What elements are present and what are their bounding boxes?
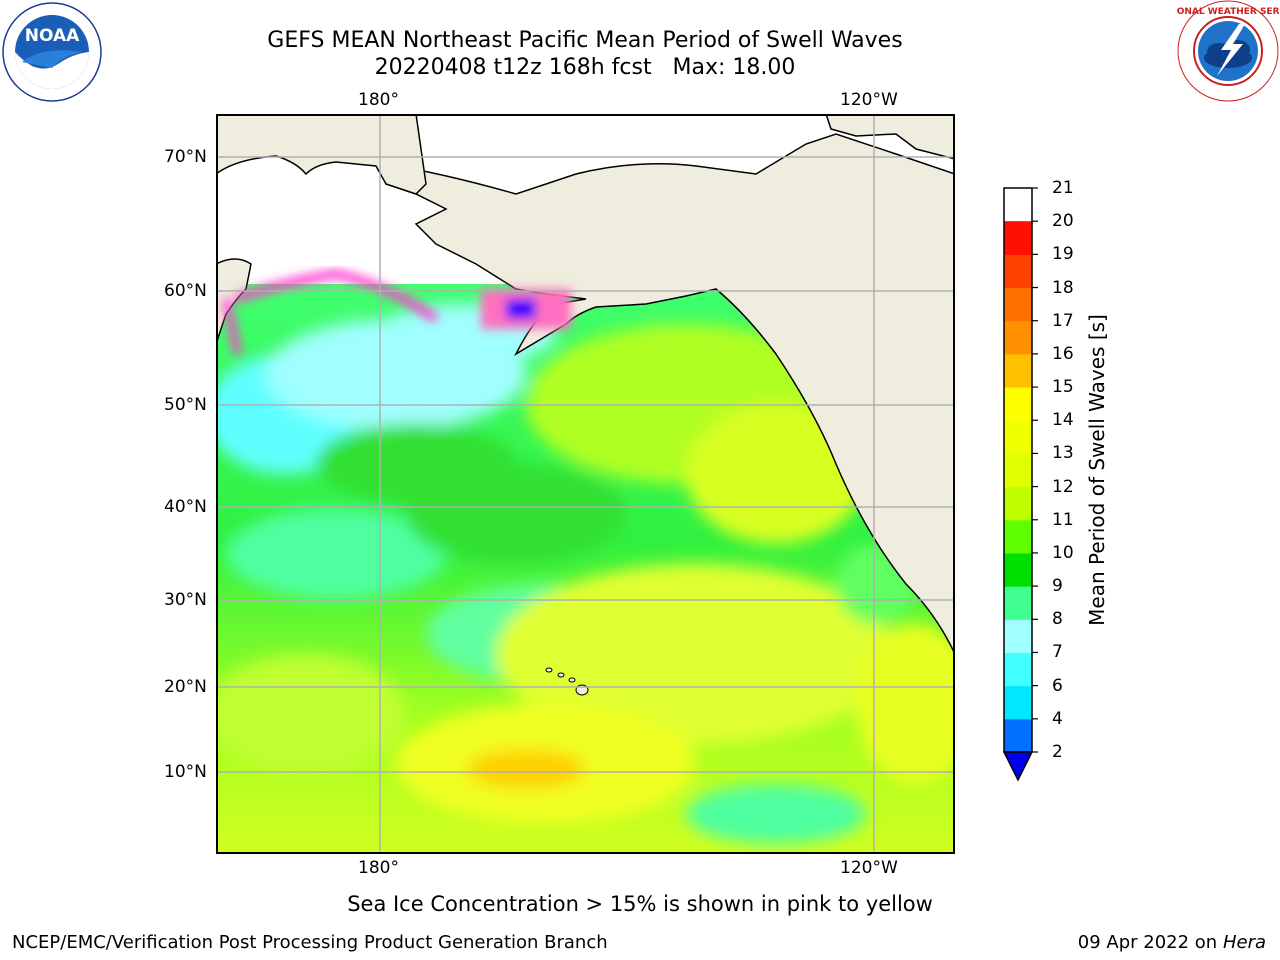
land-arctic-islands xyxy=(825,114,955,160)
colorbar-tick-label: 19 xyxy=(1052,244,1074,265)
top-lon-label-180: 180° xyxy=(358,90,399,110)
colorbar-tick-label: 12 xyxy=(1052,476,1074,497)
colorbar-tick-labels: 2 4 6 7 8 9 10 11 12 13 14 15 16 17 18 19 20 21 xyxy=(1052,0,1092,960)
lat-label-20n: 20°N xyxy=(164,677,207,697)
noaa-logo-text: NOAA xyxy=(25,26,80,46)
footer-run-info: 09 Apr 2022 on Hera xyxy=(1078,932,1266,954)
colorbar-tick-label: 16 xyxy=(1052,343,1074,364)
colorbar-bin xyxy=(1004,453,1032,488)
top-lon-label-120w: 120°W xyxy=(840,90,898,110)
chart-title-line1: GEFS MEAN Northeast Pacific Mean Period … xyxy=(267,28,903,53)
sea-ice-note: Sea Ice Concentration > 15% is shown in … xyxy=(347,892,933,916)
colorbar-bin xyxy=(1004,287,1032,322)
colorbar-bin xyxy=(1004,685,1032,720)
colorbar-bin xyxy=(1004,420,1032,454)
colorbar-bin xyxy=(1004,486,1032,521)
nws-logo: NATIONAL WEATHER SERVICE xyxy=(1153,0,1280,102)
colorbar-tick-label: 13 xyxy=(1052,443,1074,464)
bottom-lon-label-180: 180° xyxy=(358,858,399,878)
map-frame xyxy=(216,114,955,854)
graticule xyxy=(216,114,955,854)
colorbar-tick-label: 21 xyxy=(1052,178,1074,198)
chart-title-line2: 20220408 t12z 168h fcst Max: 18.00 xyxy=(374,55,796,80)
colorbar-tick-label: 4 xyxy=(1052,708,1063,729)
footer-date: 09 Apr 2022 on xyxy=(1077,932,1223,953)
lat-label-30n: 30°N xyxy=(164,590,207,610)
nws-logo-ring-text: NATIONAL WEATHER SERVICE xyxy=(1177,7,1279,17)
colorbar-bin xyxy=(1004,552,1032,587)
colorbar-bin xyxy=(1004,519,1032,554)
colorbar-bin xyxy=(1004,652,1032,687)
colorbar xyxy=(1000,186,1064,786)
colorbar-tick-label: 18 xyxy=(1052,277,1074,298)
colorbar-tick-label: 7 xyxy=(1052,642,1063,663)
colorbar-graphic xyxy=(1002,187,1038,782)
colorbar-tick-label: 9 xyxy=(1052,576,1063,597)
lat-label-70n: 70°N xyxy=(164,147,207,167)
colorbar-tick-label: 17 xyxy=(1052,310,1074,331)
colorbar-tick-label: 14 xyxy=(1052,410,1074,431)
lat-label-40n: 40°N xyxy=(164,497,207,517)
footer-host: Hera xyxy=(1222,932,1266,953)
footer-producer: NCEP/EMC/Verification Post Processing Pr… xyxy=(12,932,608,953)
noaa-logo-icon: NOAA xyxy=(2,2,102,102)
colorbar-tick-label: 10 xyxy=(1052,542,1074,563)
map-panel xyxy=(216,114,955,854)
colorbar-bin xyxy=(1004,254,1032,289)
colorbar-bin xyxy=(1004,586,1032,620)
colorbar-label-text: Mean Period of Swell Waves [s] xyxy=(1085,314,1109,626)
colorbar-tick-label: 8 xyxy=(1052,609,1063,630)
colorbar-tick-label: 20 xyxy=(1052,211,1074,232)
colorbar-tick-label: 6 xyxy=(1052,675,1063,696)
map-plot xyxy=(216,114,955,854)
land-alaska-canada xyxy=(385,133,955,655)
land-chukotka xyxy=(216,114,427,195)
noaa-logo: NOAA xyxy=(2,2,102,102)
colorbar-extend-triangle xyxy=(1002,751,1034,782)
nws-logo-icon: NATIONAL WEATHER SERVICE xyxy=(1153,0,1280,102)
lat-label-10n: 10°N xyxy=(164,762,207,782)
colorbar-tick-label: 15 xyxy=(1052,377,1074,398)
colorbar-tick-label: 11 xyxy=(1052,509,1074,530)
colorbar-bin xyxy=(1004,387,1032,421)
colorbar-bin xyxy=(1004,320,1032,355)
bottom-lon-label-120w: 120°W xyxy=(840,858,898,878)
lat-label-50n: 50°N xyxy=(164,395,207,415)
colorbar-bin xyxy=(1004,353,1032,388)
colorbar-frame xyxy=(1003,187,1033,753)
lat-label-60n: 60°N xyxy=(164,281,207,301)
colorbar-bin xyxy=(1004,221,1032,255)
colorbar-tick-label: 2 xyxy=(1052,742,1063,762)
colorbar-bin xyxy=(1004,619,1032,653)
colorbar-bin xyxy=(1004,718,1032,753)
